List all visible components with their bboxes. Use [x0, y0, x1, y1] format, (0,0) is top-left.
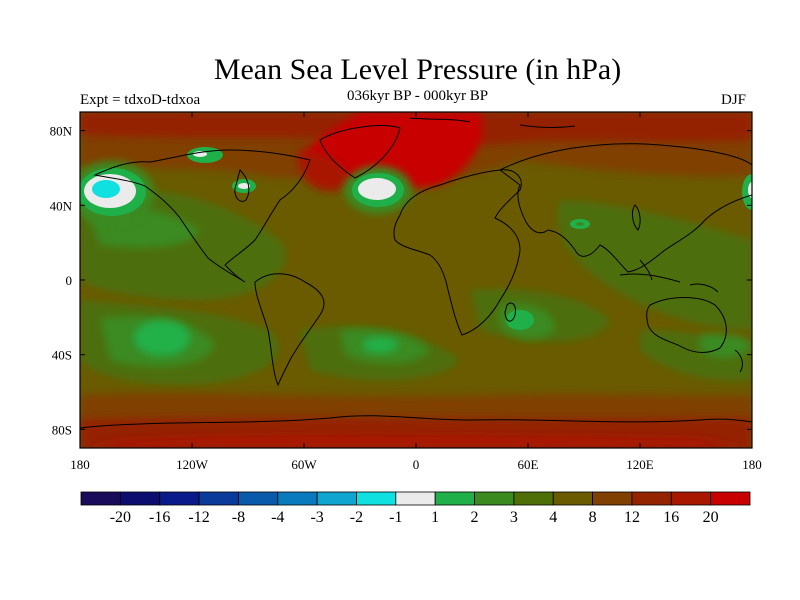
colorbar-label: 8 [589, 509, 597, 526]
coast-japan [631, 204, 641, 231]
colorbar-swatch [198, 491, 239, 506]
field-level-1-hudson [238, 183, 250, 189]
colorbar-swatch [631, 491, 672, 506]
colorbar-swatch [316, 491, 357, 506]
pressure-anomaly-field [80, 112, 752, 448]
colorbar-swatch [710, 491, 751, 506]
field-level-20-greenland [300, 112, 483, 189]
y-tick-label: 40N [50, 198, 73, 213]
field-level-2-south-pacific [134, 320, 190, 356]
colorbar-swatch [434, 491, 475, 506]
x-tick-label: 120W [176, 457, 209, 472]
coast-europe-africa [393, 169, 522, 336]
x-tick-label: 120E [626, 457, 654, 472]
coast-greenland [319, 125, 401, 179]
colorbar-label: 20 [703, 509, 719, 526]
x-tick-label: 60E [518, 457, 539, 472]
field-level-16-labrador [299, 150, 348, 191]
colorbar-label: 3 [510, 509, 518, 526]
colorbar: -20 -16 -12 -8 -4 -3 -2 -1 1 2 3 4 8 12 16 20 [80, 491, 751, 526]
x-tick-label: 60W [291, 457, 317, 472]
field-level-2-dateline [742, 174, 752, 210]
colorbar-swatch [159, 491, 200, 506]
x-axis: 180 120W 60W 0 60E 120E 180 [70, 112, 762, 472]
field-level-20-antarctica [80, 434, 752, 448]
colorbar-label: 4 [549, 509, 557, 526]
y-tick-label: 80N [50, 124, 73, 139]
y-tick-label: 0 [66, 273, 73, 288]
field-level-2-south-atlantic [362, 337, 398, 353]
colorbar-label: 1 [431, 509, 439, 526]
colorbar-label: -2 [350, 509, 363, 526]
x-tick-label: 180 [70, 457, 90, 472]
y-axis: 80N 40N 0 40S 80S [50, 124, 752, 437]
colorbar-label: -8 [232, 509, 245, 526]
colorbar-label: 2 [471, 509, 479, 526]
colorbar-label: 16 [663, 509, 679, 526]
coast-antarctica [80, 415, 752, 429]
field-level-1-dateline [748, 182, 752, 198]
field-level-neg1-aleutian [92, 180, 120, 198]
coast-arctic-islands [409, 117, 576, 128]
colorbar-swatch [238, 491, 279, 506]
colorbar-label: -3 [310, 509, 323, 526]
coast-australia [646, 297, 727, 353]
x-tick-label: 180 [742, 457, 762, 472]
colorbar-label: -4 [271, 509, 284, 526]
colorbar-swatch [119, 491, 161, 506]
x-tick-label: 0 [413, 457, 420, 472]
colorbar-swatch [513, 491, 554, 506]
colorbar-label: -16 [149, 509, 170, 526]
coast-new-zealand [734, 349, 743, 373]
field-level-3-tibet [576, 222, 584, 226]
colorbar-swatch [395, 491, 436, 506]
colorbar-swatch [277, 491, 318, 506]
colorbar-label: -12 [188, 509, 209, 526]
coastlines [80, 117, 752, 429]
map-title: Mean Sea Level Pressure (in hPa) [213, 53, 622, 86]
season-label: DJF [721, 92, 747, 108]
colorbar-label: -20 [110, 509, 131, 526]
field-level-3-tasman [700, 334, 752, 358]
colorbar-swatch [356, 491, 397, 506]
coast-north-america [93, 149, 311, 283]
field-level-2-indian [506, 310, 534, 330]
colorbar-swatch [592, 491, 633, 506]
colorbar-label: -1 [389, 509, 402, 526]
y-tick-label: 80S [52, 422, 72, 437]
colorbar-swatch [474, 491, 515, 506]
field-level-4-west-pacific [557, 200, 752, 330]
coast-madagascar [504, 302, 516, 322]
colorbar-swatch [552, 491, 593, 506]
y-tick-label: 40S [52, 348, 72, 363]
colorbar-swatch [670, 491, 712, 506]
coast-south-america [254, 273, 325, 387]
colorbar-label: 12 [624, 509, 640, 526]
experiment-label: Expt = tdxoD-tdxoa [80, 92, 201, 108]
map-subtitle: 036kyr BP - 000kyr BP [346, 88, 489, 104]
coast-asia [499, 143, 752, 273]
colorbar-swatch [80, 491, 121, 506]
coast-indonesia [619, 259, 719, 293]
coast-hudson-bay [234, 169, 250, 202]
field-level-1-north-atlantic [358, 178, 396, 200]
